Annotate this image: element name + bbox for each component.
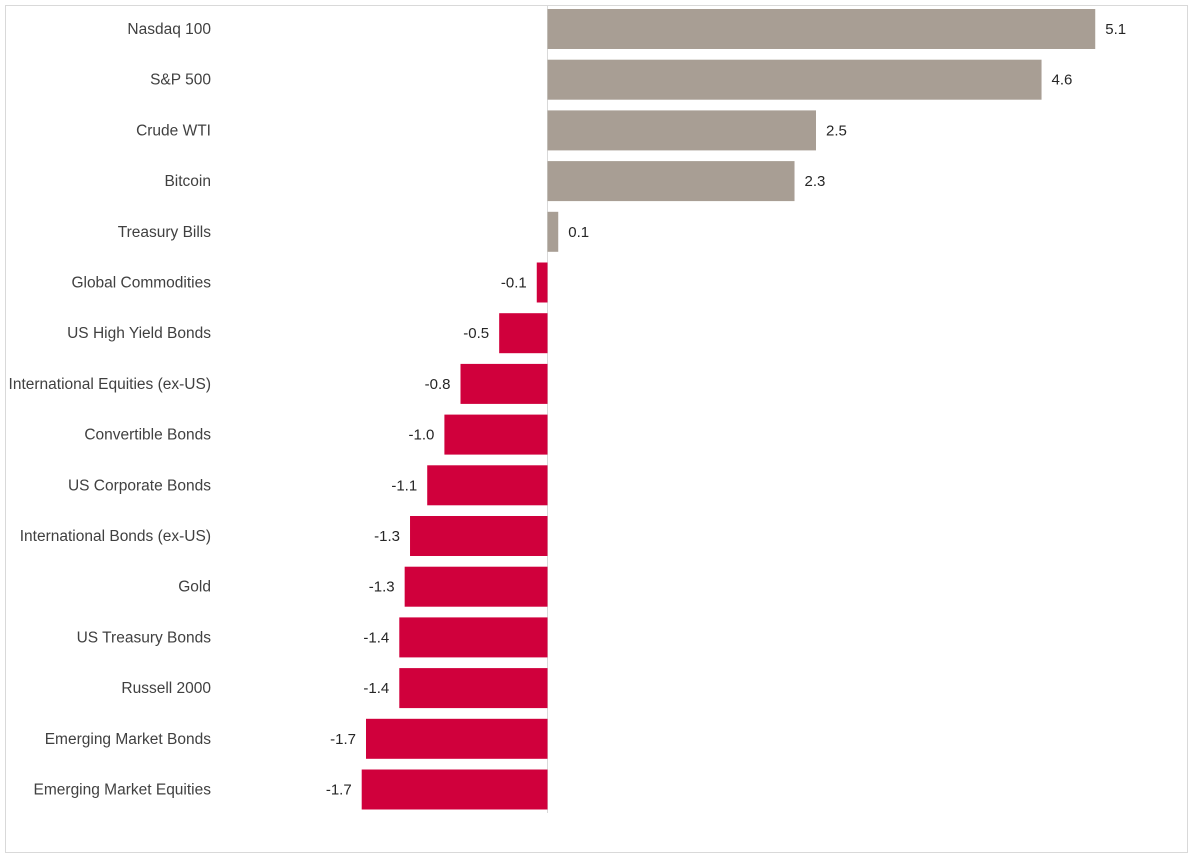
- bar: [365, 718, 548, 759]
- data-label: -1.4: [363, 629, 389, 646]
- bar: [427, 465, 548, 506]
- bar: [399, 668, 548, 709]
- bar: [410, 516, 548, 556]
- category-label: Nasdaq 100: [127, 21, 211, 38]
- category-label: US Treasury Bonds: [77, 629, 212, 646]
- category-label: US High Yield Bonds: [67, 325, 211, 342]
- category-label: Bitcoin: [164, 173, 211, 190]
- category-label: S&P 500: [150, 72, 211, 89]
- bar: [547, 110, 816, 151]
- data-label: 4.6: [1052, 72, 1073, 89]
- bar: [361, 769, 548, 810]
- bar: [499, 313, 548, 354]
- category-label: Emerging Market Bonds: [45, 731, 212, 748]
- bar: [404, 566, 548, 607]
- data-label: -0.5: [463, 325, 489, 342]
- category-label: Global Commodities: [71, 275, 211, 292]
- category-label: International Bonds (ex-US): [20, 528, 211, 545]
- data-label: 5.1: [1105, 21, 1126, 38]
- bar: [536, 262, 548, 303]
- category-label: Treasury Bills: [118, 224, 212, 241]
- data-label: -1.0: [409, 427, 435, 444]
- data-label: -1.3: [374, 528, 400, 545]
- bar: [444, 414, 548, 455]
- bar: [399, 617, 548, 658]
- category-label: Crude WTI: [136, 122, 211, 139]
- data-label: -0.1: [501, 275, 527, 292]
- bar: [547, 59, 1042, 100]
- bar: [547, 9, 1096, 49]
- data-label: -1.4: [363, 680, 389, 697]
- category-label: Convertible Bonds: [84, 427, 211, 444]
- category-label: Emerging Market Equities: [34, 782, 212, 799]
- data-label: -1.1: [391, 477, 417, 494]
- data-label: 0.1: [568, 224, 589, 241]
- category-label: Gold: [178, 579, 211, 596]
- bar: [547, 161, 795, 202]
- category-label: Russell 2000: [121, 680, 211, 697]
- data-label: -1.7: [330, 731, 356, 748]
- category-label: US Corporate Bonds: [68, 477, 211, 494]
- category-label: International Equities (ex-US): [9, 376, 211, 393]
- data-label: -1.7: [326, 782, 352, 799]
- data-label: 2.3: [805, 173, 826, 190]
- bar: [547, 211, 559, 252]
- bar: [460, 363, 548, 404]
- data-label: 2.5: [826, 122, 847, 139]
- data-label: -1.3: [369, 579, 395, 596]
- data-label: -0.8: [425, 376, 451, 393]
